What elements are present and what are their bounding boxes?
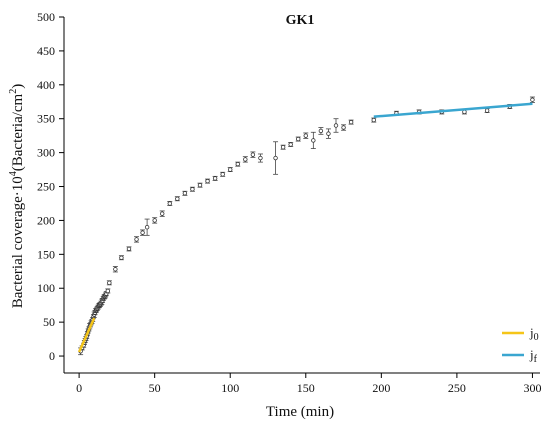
data-point: [258, 155, 263, 161]
x-tick-label: 50: [149, 381, 161, 395]
data-point: [220, 172, 225, 177]
data-point: [197, 182, 203, 188]
x-tick-label: 200: [372, 381, 390, 395]
x-axis-title: Time (min): [266, 404, 334, 420]
data-point: [113, 267, 118, 272]
legend-label-j0: j0: [529, 325, 539, 343]
data-point: [326, 131, 331, 136]
data-point: [119, 255, 124, 260]
y-tick-label: 400: [37, 78, 55, 92]
fit-lines: [77, 102, 533, 353]
y-tick-label: 250: [37, 180, 55, 194]
data-point: [348, 119, 354, 125]
data-point: [318, 128, 324, 134]
y-tick-label: 450: [37, 44, 55, 58]
data-point: [243, 157, 248, 162]
y-axis-title: Bacterial coverage·104(Bacteria/cm2): [8, 84, 26, 308]
data-point: [530, 97, 535, 102]
data-point: [205, 178, 210, 184]
data-point: [144, 225, 150, 230]
y-tick-label: 500: [37, 10, 55, 24]
fit-line-jf: [373, 102, 533, 118]
data-point: [296, 136, 301, 142]
data-point: [288, 142, 293, 147]
data-point: [235, 161, 240, 167]
data-point: [484, 108, 490, 113]
data-point: [190, 187, 195, 192]
data-point: [134, 237, 139, 242]
data-point: [333, 123, 339, 128]
y-ticks: 0 50 100 150 200 250 300 350 400 450 500: [37, 10, 64, 363]
y-tick-label: 300: [37, 146, 55, 160]
plot-frame: [63, 17, 540, 374]
data-point: [228, 167, 233, 172]
x-tick-label: 0: [76, 381, 82, 395]
data-point: [126, 246, 132, 252]
data-point: [311, 138, 316, 143]
data-point: [212, 176, 218, 181]
data-point: [167, 201, 172, 206]
data-points: [78, 96, 535, 356]
fit-line-j0: [77, 317, 96, 353]
x-tick-label: 250: [448, 381, 466, 395]
data-point: [182, 191, 188, 196]
data-point: [250, 152, 256, 157]
y-tick-label: 200: [37, 213, 55, 227]
data-point: [105, 288, 111, 294]
data-point: [140, 230, 145, 235]
y-tick-label: 350: [37, 112, 55, 126]
data-point: [107, 280, 112, 286]
data-point: [152, 218, 157, 223]
y-tick-label: 0: [49, 349, 55, 363]
y-tick-label: 150: [37, 247, 55, 261]
x-tick-label: 300: [523, 381, 541, 395]
data-point: [175, 196, 180, 201]
y-tick-label: 100: [37, 281, 55, 295]
x-ticks: 0 50 100 150 200 250 300: [76, 373, 541, 395]
data-point: [280, 144, 286, 150]
data-point: [371, 117, 376, 123]
chart-title: GK1: [286, 13, 315, 28]
data-point: [303, 133, 308, 138]
legend-label-jf: jf: [529, 347, 538, 365]
data-point: [341, 125, 346, 130]
legend: j0 jf: [502, 325, 539, 365]
x-tick-label: 150: [297, 381, 315, 395]
data-point: [160, 211, 165, 216]
x-tick-label: 100: [221, 381, 239, 395]
y-tick-label: 50: [43, 315, 55, 329]
data-point: [273, 155, 278, 161]
